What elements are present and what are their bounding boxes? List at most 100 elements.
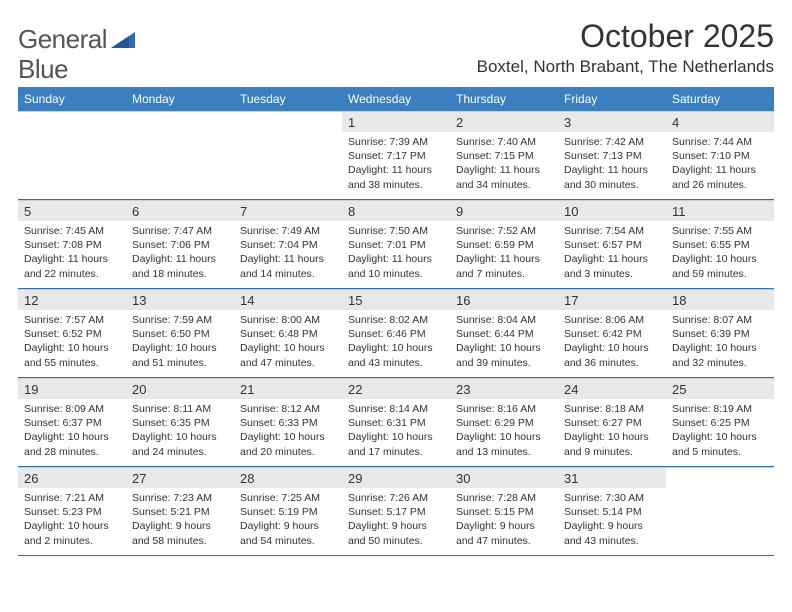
sunrise-text: Sunrise: 8:00 AM <box>240 313 336 327</box>
sunset-text: Sunset: 7:08 PM <box>24 238 120 252</box>
daylight-text: Daylight: 9 hours and 47 minutes. <box>456 519 552 547</box>
day-number: 25 <box>666 379 774 399</box>
day-info: Sunrise: 7:45 AMSunset: 7:08 PMDaylight:… <box>24 224 120 281</box>
sunrise-text: Sunrise: 7:21 AM <box>24 491 120 505</box>
day-info: Sunrise: 7:49 AMSunset: 7:04 PMDaylight:… <box>240 224 336 281</box>
daylight-text: Daylight: 9 hours and 58 minutes. <box>132 519 228 547</box>
daylight-text: Daylight: 11 hours and 22 minutes. <box>24 252 120 280</box>
day-number: 29 <box>342 468 450 488</box>
day-number: 20 <box>126 379 234 399</box>
day-cell: 12Sunrise: 7:57 AMSunset: 6:52 PMDayligh… <box>18 289 126 377</box>
sunset-text: Sunset: 6:48 PM <box>240 327 336 341</box>
daylight-text: Daylight: 9 hours and 50 minutes. <box>348 519 444 547</box>
day-info: Sunrise: 7:50 AMSunset: 7:01 PMDaylight:… <box>348 224 444 281</box>
daylight-text: Daylight: 11 hours and 10 minutes. <box>348 252 444 280</box>
day-number: 9 <box>450 201 558 221</box>
daylight-text: Daylight: 10 hours and 17 minutes. <box>348 430 444 458</box>
day-info: Sunrise: 8:00 AMSunset: 6:48 PMDaylight:… <box>240 313 336 370</box>
day-number: 5 <box>18 201 126 221</box>
weekday-thursday: Thursday <box>450 87 558 111</box>
day-cell: 22Sunrise: 8:14 AMSunset: 6:31 PMDayligh… <box>342 378 450 466</box>
sunrise-text: Sunrise: 7:50 AM <box>348 224 444 238</box>
sunrise-text: Sunrise: 7:57 AM <box>24 313 120 327</box>
daylight-text: Daylight: 11 hours and 18 minutes. <box>132 252 228 280</box>
day-cell: 2 Sunrise: 7:40 AMSunset: 7:15 PMDaylight… <box>450 111 558 199</box>
day-info: Sunrise: 7:59 AMSunset: 6:50 PMDaylight:… <box>132 313 228 370</box>
sunset-text: Sunset: 5:21 PM <box>132 505 228 519</box>
daylight-text: Daylight: 10 hours and 59 minutes. <box>672 252 768 280</box>
day-cell: 20 Sunrise: 8:11 AMSunset: 6:35 PMDayligh… <box>126 378 234 466</box>
sunset-text: Sunset: 7:04 PM <box>240 238 336 252</box>
header: General October 2025 Boxtel, North Braba… <box>18 18 774 77</box>
daylight-text: Daylight: 10 hours and 20 minutes. <box>240 430 336 458</box>
location: Boxtel, North Brabant, The Netherlands <box>477 57 774 77</box>
day-number: 28 <box>234 468 342 488</box>
daylight-text: Daylight: 11 hours and 3 minutes. <box>564 252 660 280</box>
daylight-text: Daylight: 11 hours and 7 minutes. <box>456 252 552 280</box>
day-info: Sunrise: 8:12 AMSunset: 6:33 PMDaylight:… <box>240 402 336 459</box>
sunrise-text: Sunrise: 8:19 AM <box>672 402 768 416</box>
sunrise-text: Sunrise: 7:49 AM <box>240 224 336 238</box>
day-cell: 24Sunrise: 8:18 AMSunset: 6:27 PMDayligh… <box>558 378 666 466</box>
day-number <box>18 112 126 132</box>
sunrise-text: Sunrise: 7:39 AM <box>348 135 444 149</box>
day-number: 26 <box>18 468 126 488</box>
sunset-text: Sunset: 7:13 PM <box>564 149 660 163</box>
sunrise-text: Sunrise: 7:54 AM <box>564 224 660 238</box>
sunset-text: Sunset: 6:52 PM <box>24 327 120 341</box>
day-number: 19 <box>18 379 126 399</box>
daylight-text: Daylight: 10 hours and 32 minutes. <box>672 341 768 369</box>
sunset-text: Sunset: 6:29 PM <box>456 416 552 430</box>
day-info: Sunrise: 7:23 AMSunset: 5:21 PMDaylight:… <box>132 491 228 548</box>
daylight-text: Daylight: 10 hours and 24 minutes. <box>132 430 228 458</box>
day-info: Sunrise: 7:40 AMSunset: 7:15 PMDaylight:… <box>456 135 552 192</box>
sunset-text: Sunset: 5:17 PM <box>348 505 444 519</box>
sunset-text: Sunset: 6:27 PM <box>564 416 660 430</box>
day-cell <box>18 111 126 199</box>
day-info: Sunrise: 7:47 AMSunset: 7:06 PMDaylight:… <box>132 224 228 281</box>
sunrise-text: Sunrise: 8:06 AM <box>564 313 660 327</box>
sunset-text: Sunset: 6:50 PM <box>132 327 228 341</box>
daylight-text: Daylight: 11 hours and 30 minutes. <box>564 163 660 191</box>
weekday-sunday: Sunday <box>18 87 126 111</box>
weekday-saturday: Saturday <box>666 87 774 111</box>
day-cell: 16Sunrise: 8:04 AMSunset: 6:44 PMDayligh… <box>450 289 558 377</box>
sunrise-text: Sunrise: 8:07 AM <box>672 313 768 327</box>
day-cell: 7Sunrise: 7:49 AMSunset: 7:04 PMDaylight… <box>234 200 342 288</box>
day-number: 24 <box>558 379 666 399</box>
daylight-text: Daylight: 11 hours and 26 minutes. <box>672 163 768 191</box>
day-info: Sunrise: 7:42 AMSunset: 7:13 PMDaylight:… <box>564 135 660 192</box>
day-cell: 28Sunrise: 7:25 AMSunset: 5:19 PMDayligh… <box>234 467 342 555</box>
sunrise-text: Sunrise: 8:09 AM <box>24 402 120 416</box>
sunset-text: Sunset: 6:25 PM <box>672 416 768 430</box>
day-number: 27 <box>126 468 234 488</box>
calendar: Sunday Monday Tuesday Wednesday Thursday… <box>18 87 774 556</box>
sunrise-text: Sunrise: 7:42 AM <box>564 135 660 149</box>
week-row: 1Sunrise: 7:39 AMSunset: 7:17 PMDaylight… <box>18 111 774 200</box>
sunset-text: Sunset: 6:37 PM <box>24 416 120 430</box>
day-info: Sunrise: 8:19 AMSunset: 6:25 PMDaylight:… <box>672 402 768 459</box>
sunrise-text: Sunrise: 7:40 AM <box>456 135 552 149</box>
day-info: Sunrise: 8:11 AMSunset: 6:35 PMDaylight:… <box>132 402 228 459</box>
daylight-text: Daylight: 10 hours and 55 minutes. <box>24 341 120 369</box>
day-info: Sunrise: 8:14 AMSunset: 6:31 PMDaylight:… <box>348 402 444 459</box>
day-cell: 6Sunrise: 7:47 AMSunset: 7:06 PMDaylight… <box>126 200 234 288</box>
day-number: 13 <box>126 290 234 310</box>
week-row: 19 Sunrise: 8:09 AMSunset: 6:37 PM Dayligh… <box>18 378 774 467</box>
day-number: 11 <box>666 201 774 221</box>
day-number: 2 <box>450 112 558 132</box>
sunset-text: Sunset: 6:59 PM <box>456 238 552 252</box>
day-number: 14 <box>234 290 342 310</box>
sunrise-text: Sunrise: 8:02 AM <box>348 313 444 327</box>
sunset-text: Sunset: 6:57 PM <box>564 238 660 252</box>
sunset-text: Sunset: 7:17 PM <box>348 149 444 163</box>
week-row: 26Sunrise: 7:21 AMSunset: 5:23 PMDayligh… <box>18 467 774 556</box>
day-number: 10 <box>558 201 666 221</box>
weekday-tuesday: Tuesday <box>234 87 342 111</box>
daylight-text: Daylight: 10 hours and 2 minutes. <box>24 519 120 547</box>
day-number: 23 <box>450 379 558 399</box>
logo: General <box>18 24 137 55</box>
sunrise-text: Sunrise: 7:52 AM <box>456 224 552 238</box>
calendar-page: General October 2025 Boxtel, North Braba… <box>0 0 792 556</box>
day-info: Sunrise: 7:54 AMSunset: 6:57 PMDaylight:… <box>564 224 660 281</box>
